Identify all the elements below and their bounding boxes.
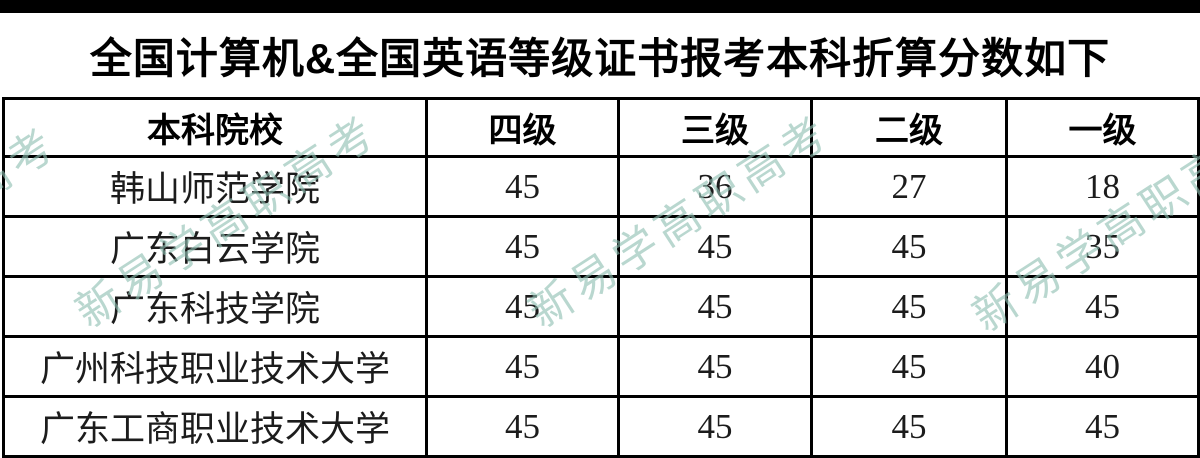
table-row: 广州科技职业技术大学 45 45 45 40 xyxy=(2,335,1200,398)
score-cell: 45 xyxy=(425,215,620,278)
score-cell: 45 xyxy=(425,275,620,338)
score-cell: 45 xyxy=(810,335,1008,398)
school-name: 广东科技学院 xyxy=(2,275,428,338)
score-cell: 27 xyxy=(810,155,1008,218)
score-cell: 45 xyxy=(617,395,813,458)
table-row: 广东科技学院 45 45 45 45 xyxy=(2,275,1200,338)
table-row: 广东工商职业技术大学 45 45 45 45 xyxy=(2,395,1200,458)
score-cell: 45 xyxy=(810,275,1008,338)
table-row: 韩山师范学院 45 36 27 18 xyxy=(2,155,1200,218)
school-name: 广州科技职业技术大学 xyxy=(2,335,428,398)
score-cell: 45 xyxy=(1005,275,1200,338)
school-name: 广东白云学院 xyxy=(2,215,428,278)
score-cell: 35 xyxy=(1005,215,1200,278)
column-header-school: 本科院校 xyxy=(2,97,428,158)
score-cell: 45 xyxy=(617,275,813,338)
page-title: 全国计算机&全国英语等级证书报考本科折算分数如下 xyxy=(89,34,1111,82)
score-cell: 36 xyxy=(617,155,813,218)
column-header-level1: 一级 xyxy=(1005,97,1200,158)
table-header-row: 本科院校 四级 三级 二级 一级 xyxy=(2,97,1200,158)
top-black-bar xyxy=(0,0,1200,13)
score-cell: 45 xyxy=(810,215,1008,278)
score-cell: 18 xyxy=(1005,155,1200,218)
score-cell: 40 xyxy=(1005,335,1200,398)
score-cell: 45 xyxy=(617,215,813,278)
score-cell: 45 xyxy=(425,395,620,458)
score-conversion-table: 本科院校 四级 三级 二级 一级 韩山师范学院 45 36 27 18 广东白云… xyxy=(2,97,1200,458)
score-cell: 45 xyxy=(425,335,620,398)
school-name: 广东工商职业技术大学 xyxy=(2,395,428,458)
column-header-level3: 三级 xyxy=(617,97,813,158)
score-cell: 45 xyxy=(810,395,1008,458)
score-cell: 45 xyxy=(425,155,620,218)
school-name: 韩山师范学院 xyxy=(2,155,428,218)
score-cell: 45 xyxy=(1005,395,1200,458)
score-cell: 45 xyxy=(617,335,813,398)
column-header-level4: 四级 xyxy=(425,97,620,158)
column-header-level2: 二级 xyxy=(810,97,1008,158)
table-row: 广东白云学院 45 45 45 35 xyxy=(2,215,1200,278)
